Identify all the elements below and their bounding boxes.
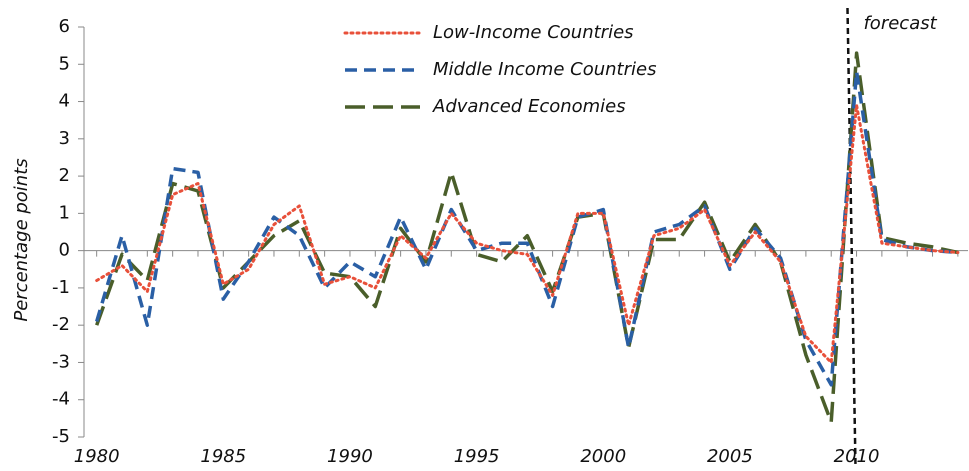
forecast-line [846,7,857,466]
x-tick-label: 2000 [580,446,626,467]
y-tick-label: 4 [59,91,70,112]
y-tick-label: -1 [52,277,70,298]
x-tick-label: 1995 [454,446,500,467]
y-tick-label: 5 [59,53,70,74]
x-tick-label: 2005 [707,446,753,467]
annotation: forecast [863,13,937,34]
legend-label: Middle Income Countries [433,59,656,80]
y-tick-label: -3 [52,351,70,372]
x-tick-label: 1990 [327,446,373,467]
series-line [95,103,960,364]
x-tick-label: 2010 [834,446,880,467]
y-tick-label: 2 [59,165,70,186]
y-tick-label: 1 [59,202,70,223]
legend-label: Advanced Economies [432,96,626,117]
y-axis-label: Percentage points [11,158,32,321]
series-line [95,69,959,387]
x-tick-label: 1980 [74,446,120,467]
series-line [95,51,959,424]
y-tick-label: -5 [52,426,70,447]
y-tick-label: 0 [59,240,70,261]
legend-label: Low-Income Countries [433,22,634,43]
y-tick-label: 6 [59,16,70,37]
y-tick-label: 3 [59,128,70,149]
x-tick-label: 1985 [200,446,246,467]
y-tick-label: -4 [52,389,70,410]
y-tick-label: -2 [52,314,70,335]
